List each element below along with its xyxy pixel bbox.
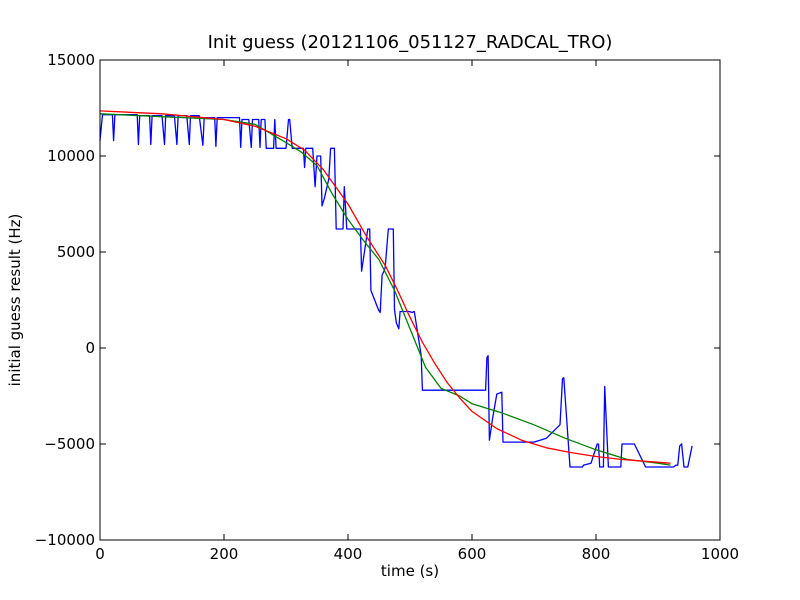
series-layer bbox=[99, 110, 693, 468]
y-tick-label: −5000 bbox=[44, 435, 95, 453]
series-line-2 bbox=[99, 110, 671, 464]
y-axis-label: initial guess result (Hz) bbox=[6, 214, 24, 387]
x-tick-label: 0 bbox=[95, 545, 105, 563]
y-tick-label: 10000 bbox=[47, 147, 95, 165]
x-tick-label: 800 bbox=[582, 545, 611, 563]
x-tick-label: 400 bbox=[334, 545, 363, 563]
y-tick-label: 15000 bbox=[47, 51, 95, 69]
x-tick-label: 600 bbox=[458, 545, 487, 563]
chart-title: Init guess (20121106_051127_RADCAL_TRO) bbox=[208, 32, 613, 53]
y-tick-label: −10000 bbox=[35, 531, 95, 549]
series-line-0 bbox=[99, 114, 693, 468]
x-tick-label: 200 bbox=[210, 545, 239, 563]
y-tick-label: 0 bbox=[85, 339, 95, 357]
series-line-1 bbox=[99, 113, 671, 466]
ticks-layer: 0 200 400 600 800 1000 −10000 −5000 0 5000 10000 15… bbox=[35, 51, 739, 563]
plot-frame bbox=[99, 59, 721, 541]
x-axis-label: time (s) bbox=[381, 562, 439, 580]
x-tick-label: 1000 bbox=[701, 545, 739, 563]
y-tick-label: 5000 bbox=[57, 243, 95, 261]
